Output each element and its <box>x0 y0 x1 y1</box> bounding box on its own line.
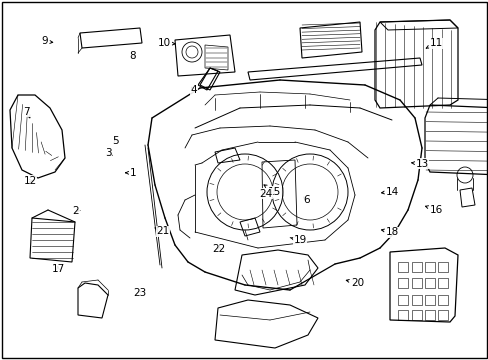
Text: 10: 10 <box>158 38 175 48</box>
Text: 6: 6 <box>303 195 309 205</box>
Text: 7: 7 <box>23 107 30 118</box>
Text: 24: 24 <box>259 189 272 199</box>
Text: 4: 4 <box>190 85 197 95</box>
Text: 16: 16 <box>425 204 442 215</box>
Text: 11: 11 <box>425 38 442 48</box>
Text: 5: 5 <box>112 136 119 146</box>
Text: 12: 12 <box>23 176 37 186</box>
Text: 2: 2 <box>72 206 80 216</box>
Text: 19: 19 <box>289 235 306 246</box>
Text: 8: 8 <box>129 51 136 61</box>
Text: 17: 17 <box>51 264 64 274</box>
Text: 3: 3 <box>105 148 112 158</box>
Text: 23: 23 <box>133 288 146 298</box>
Text: 21: 21 <box>155 226 169 236</box>
Text: 1: 1 <box>125 168 136 178</box>
Text: 22: 22 <box>212 244 225 254</box>
Text: 15: 15 <box>264 185 281 197</box>
Text: 20: 20 <box>346 278 364 288</box>
Text: 13: 13 <box>411 159 428 169</box>
Text: 9: 9 <box>41 36 53 46</box>
Text: 14: 14 <box>381 186 399 197</box>
Text: 18: 18 <box>381 227 399 237</box>
